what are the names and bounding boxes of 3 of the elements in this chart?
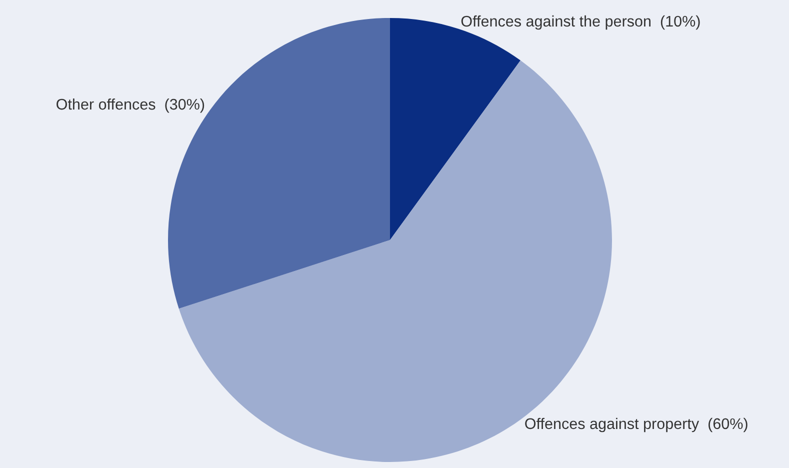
- slice-label: Offences against the person (10%): [461, 15, 700, 30]
- slice-label: Other offences (30%): [56, 98, 204, 113]
- slice-label: Offences against property (60%): [525, 418, 748, 432]
